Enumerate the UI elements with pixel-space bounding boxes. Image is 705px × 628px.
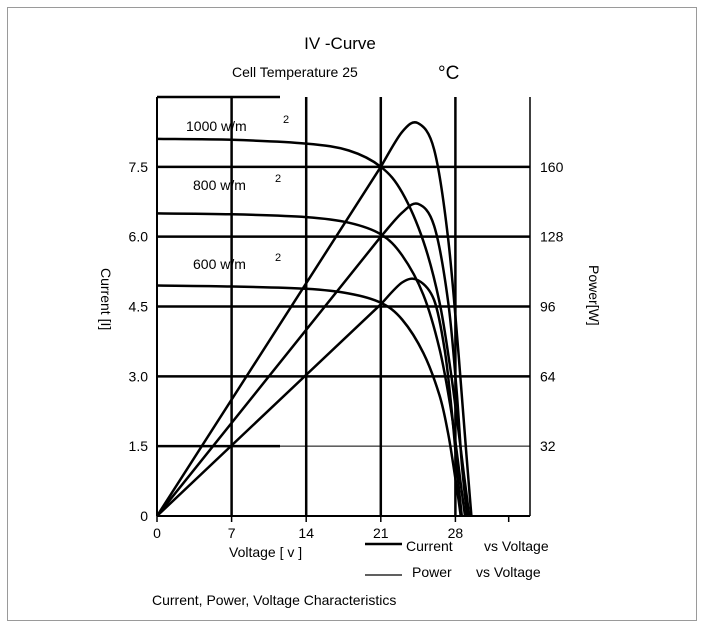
- y-right-tick-label: 32: [540, 438, 556, 454]
- y-axis-label-left: Current [I]: [98, 268, 114, 330]
- irradiance-label-800: 800 w/m: [193, 177, 246, 193]
- tick-labels: 0 7 14 21 28 0 1.5 3.0 4.5 6.0 7.5 32 64 96 128 160: [129, 159, 564, 541]
- y-left-tick-label: 1.5: [129, 438, 149, 454]
- power-curve-1000: [155, 121, 473, 517]
- y-right-tick-label: 96: [540, 299, 556, 315]
- x-tick-label: 21: [373, 525, 389, 541]
- x-tick-label: 7: [228, 525, 236, 541]
- chart-title: IV -Curve: [304, 34, 376, 53]
- legend-power-suffix: vs Voltage: [476, 564, 541, 580]
- power-curve-800: [156, 202, 469, 517]
- irradiance-label-600: 600 w/m: [193, 256, 246, 272]
- legend-current-label: Current: [406, 538, 453, 554]
- irradiance-label-1000: 1000 w/m: [186, 118, 247, 134]
- y-left-tick-label: 6.0: [129, 229, 149, 245]
- x-tick-label: 0: [153, 525, 161, 541]
- y-left-tick-label: 4.5: [129, 299, 149, 315]
- y-left-tick-label: 0: [140, 508, 148, 524]
- power-curve-600: [156, 277, 464, 517]
- chart-caption: Current, Power, Voltage Characteristics: [152, 592, 396, 608]
- x-axis-label: Voltage [ v ]: [229, 544, 302, 560]
- x-tick-label: 14: [298, 525, 314, 541]
- chart-frame: [7, 7, 697, 621]
- chart-subtitle-unit: °C: [438, 63, 459, 84]
- legend-current-suffix: vs Voltage: [484, 538, 549, 554]
- series-lines: [155, 121, 473, 517]
- current-curve-600: [156, 284, 462, 517]
- y-right-tick-label: 64: [540, 368, 556, 384]
- current-curve-1000: [156, 137, 471, 517]
- irradiance-sup-1000: 2: [283, 114, 289, 126]
- irradiance-sup-800: 2: [275, 173, 281, 185]
- y-left-tick-label: 7.5: [129, 159, 149, 175]
- irradiance-sup-600: 2: [275, 252, 281, 264]
- legend-power-label: Power: [412, 564, 452, 580]
- y-axis-label-right: Power[W]: [586, 265, 602, 326]
- chart-subtitle: Cell Temperature 25: [232, 64, 358, 80]
- y-right-tick-label: 128: [540, 229, 564, 245]
- x-tick-label: 28: [448, 525, 464, 541]
- y-right-tick-label: 160: [540, 159, 564, 175]
- y-left-tick-label: 3.0: [129, 368, 149, 384]
- grid: [156, 95, 531, 522]
